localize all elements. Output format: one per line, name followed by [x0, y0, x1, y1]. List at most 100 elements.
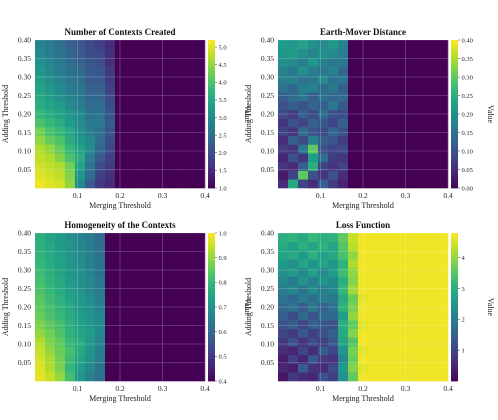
heatmap-cell [165, 337, 176, 347]
heatmap-cell [35, 40, 46, 50]
colorbar-tick-label: 1.0 [219, 230, 227, 237]
colorbar-segment [208, 255, 215, 259]
heatmap-cell [388, 144, 399, 154]
heatmap-cell [175, 233, 186, 243]
heatmap-cell [35, 92, 46, 102]
heatmap-cell [388, 135, 399, 145]
heatmap-cell [318, 337, 329, 347]
heatmap-cell [398, 372, 409, 382]
heatmap-cell [125, 293, 136, 303]
heatmap-cell [65, 363, 76, 373]
heatmap-cell [308, 346, 319, 356]
heatmap-cell [418, 100, 429, 110]
colorbar-tick-label: 0.8 [219, 280, 227, 287]
heatmap-cell [318, 92, 329, 102]
heatmap-cell [105, 118, 116, 128]
colorbar-segment [208, 297, 215, 300]
heatmap-cell [175, 127, 186, 137]
colorbar-segment [208, 287, 215, 291]
colorbar-tick-label: 0.00 [462, 185, 473, 192]
colorbar-segment [208, 319, 215, 323]
heatmap-cell [105, 153, 116, 163]
colorbar-segment [451, 378, 458, 382]
colorbar-segment [451, 245, 458, 249]
heatmap-cell [135, 267, 146, 277]
heatmap-cell [328, 320, 339, 330]
colorbar-segment [451, 274, 458, 278]
colorbar-segment [451, 329, 458, 333]
colorbar-segment [451, 247, 458, 251]
heatmap-cell [175, 363, 186, 373]
heatmap-cell [75, 328, 86, 338]
chart-title-emd: Earth-Mover Distance [320, 27, 406, 37]
heatmap-cell [195, 170, 206, 180]
colorbar-segment [451, 62, 458, 66]
heatmap-cell [308, 74, 319, 84]
heatmap-cell [328, 144, 339, 154]
heatmap-cell [35, 328, 46, 338]
heatmap-cell [418, 302, 429, 312]
heatmap-cell [65, 170, 76, 180]
colorbar-segment [208, 245, 215, 249]
heatmap-cell [368, 250, 379, 260]
heatmap-cell [175, 83, 186, 93]
heatmap-cell [135, 83, 146, 93]
heatmap-cell [368, 328, 379, 338]
heatmap-cell [125, 311, 136, 321]
heatmap-cell [398, 100, 409, 110]
heatmap-cell [105, 311, 116, 321]
x-tick-label: 0.3 [401, 384, 411, 393]
heatmap-cell [125, 144, 136, 154]
heatmap-cell [35, 109, 46, 119]
x-tick-label: 0.1 [73, 191, 83, 200]
heatmap-cell [418, 66, 429, 76]
colorbar-tick-label: 3.0 [219, 115, 227, 122]
heatmap-cell [175, 57, 186, 67]
heatmap-cell [338, 320, 349, 330]
heatmap-cell [145, 259, 156, 269]
heatmap-cell [338, 74, 349, 84]
heatmap-cell [428, 144, 439, 154]
colorbar-segment [208, 373, 215, 377]
heatmap-cell [428, 372, 439, 382]
heatmap-cell [105, 276, 116, 286]
colorbar-segment [208, 368, 215, 372]
heatmap-cell [45, 320, 56, 330]
heatmap-cell [105, 267, 116, 277]
heatmap-cell [438, 179, 449, 189]
heatmap-cell [115, 276, 126, 286]
heatmap-cell [145, 74, 156, 84]
heatmap-cell [408, 320, 419, 330]
colorbar-segment [451, 344, 458, 347]
colorbar-segment [208, 59, 215, 63]
heatmap-cell [45, 92, 56, 102]
heatmap-cell [135, 328, 146, 338]
heatmap-cell [418, 276, 429, 286]
heatmap-cell [185, 179, 196, 189]
colorbar-tick-label: 1.5 [219, 168, 227, 175]
heatmap-cell [358, 118, 369, 128]
heatmap-cell [388, 311, 399, 321]
heatmap-cell [95, 127, 106, 137]
heatmap-cell [165, 92, 176, 102]
heatmap-cell [438, 372, 449, 382]
heatmap-cell [125, 259, 136, 269]
heatmap-cell [358, 161, 369, 171]
heatmap-cell [95, 92, 106, 102]
heatmap-cell [418, 250, 429, 260]
heatmap-cell [145, 250, 156, 260]
heatmap-cell [438, 74, 449, 84]
heatmap-cell [145, 161, 156, 171]
heatmap-cell [368, 259, 379, 269]
colorbar-segment [208, 267, 215, 271]
colorbar-tick-label: 3 [462, 286, 465, 293]
heatmap-cell [35, 293, 46, 303]
colorbar-segment [208, 94, 215, 98]
x-axis-label-contexts: Merging Threshold [89, 201, 151, 210]
heatmap-cell [195, 74, 206, 84]
heatmap-cell [75, 276, 86, 286]
heatmap-cell [368, 302, 379, 312]
